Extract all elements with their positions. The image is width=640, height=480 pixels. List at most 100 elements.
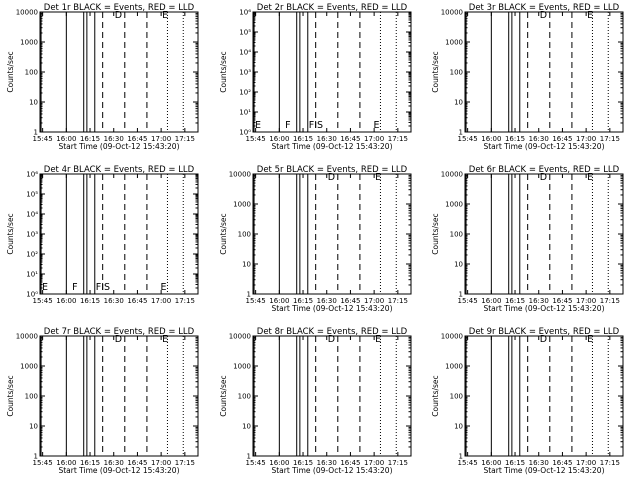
- x-tick-label: 16:00: [481, 459, 501, 467]
- x-tick-label: 17:15: [388, 297, 408, 305]
- flag-label: E: [375, 172, 381, 183]
- y-tick-label: 10¹: [26, 271, 38, 279]
- y-axis-label: Counts/sec: [431, 51, 440, 92]
- x-tick-label: 17:00: [364, 459, 384, 467]
- y-tick-label: 10000: [441, 333, 463, 341]
- y-tick-label: 10⁶: [239, 9, 251, 17]
- flag-label: D: [328, 334, 335, 345]
- x-tick-label: 16:15: [505, 135, 525, 143]
- x-tick-label: 16:00: [269, 297, 289, 305]
- x-tick-label: 15:45: [458, 459, 478, 467]
- y-tick-label: 10²: [26, 251, 38, 259]
- plot-frame: [252, 11, 412, 133]
- x-tick-label: 17:15: [175, 135, 195, 143]
- y-tick-label: 10: [29, 423, 38, 431]
- plot-frame: [252, 335, 412, 457]
- y-tick-label: 1: [247, 291, 251, 299]
- flag-label: D: [115, 10, 122, 21]
- flag-label: D: [540, 172, 547, 183]
- x-tick-label: 17:15: [175, 459, 195, 467]
- y-tick-label: 1000: [233, 363, 251, 371]
- x-tick-label: 16:30: [529, 297, 549, 305]
- x-tick-label: 16:00: [269, 135, 289, 143]
- x-tick-label: 16:45: [340, 459, 360, 467]
- y-tick-label: 10000: [229, 171, 251, 179]
- flag-label: E: [375, 334, 381, 345]
- y-tick-label: 10⁴: [26, 211, 38, 219]
- y-tick-label: 100: [450, 393, 463, 401]
- x-tick-label: 17:00: [364, 135, 384, 143]
- y-axis-label: Counts/sec: [219, 375, 228, 416]
- y-tick-label: 100: [25, 69, 38, 77]
- x-tick-label: 16:15: [80, 135, 100, 143]
- y-tick-label: 1: [459, 291, 463, 299]
- y-tick-label: 1000: [445, 201, 463, 209]
- y-axis-label: Counts/sec: [6, 51, 15, 92]
- y-tick-label: 10⁵: [26, 191, 38, 199]
- x-tick-label: 16:00: [269, 459, 289, 467]
- x-tick-label: 17:15: [175, 297, 195, 305]
- x-tick-label: 17:15: [388, 135, 408, 143]
- flag-label: E: [162, 10, 168, 21]
- x-tick-label: 16:15: [505, 459, 525, 467]
- x-axis-label: Start Time (09-Oct-12 15:43:20): [483, 142, 604, 151]
- flag-label: FIS: [309, 120, 323, 131]
- x-tick-label: 16:15: [80, 459, 100, 467]
- flag-label: E: [374, 120, 380, 131]
- x-tick-label: 15:45: [246, 297, 266, 305]
- x-tick-label: 17:15: [600, 459, 620, 467]
- detector-panel-2: 15:45 16:00 16:15 16:30 16:45 17:00 17:15 10⁰ 10…: [219, 3, 412, 151]
- panel-title: Det 2r BLACK = Events, RED = LLD: [257, 3, 408, 13]
- x-tick-label: 16:00: [56, 459, 76, 467]
- x-tick-label: 16:00: [56, 135, 76, 143]
- panel-title: Det 8r BLACK = Events, RED = LLD: [257, 327, 408, 337]
- x-tick-label: 16:45: [340, 297, 360, 305]
- x-tick-label: 16:30: [529, 135, 549, 143]
- detector-panel-6: 15:45 16:00 16:15 16:30 16:45 17:00 17:15 1 10 10…: [431, 165, 624, 313]
- x-tick-label: 16:45: [127, 135, 147, 143]
- plot-frame: [464, 173, 624, 295]
- x-tick-label: 17:00: [151, 297, 171, 305]
- x-tick-label: 16:30: [317, 297, 337, 305]
- x-tick-label: 15:45: [458, 135, 478, 143]
- flag-label: E: [587, 334, 593, 345]
- flag-label: E: [162, 334, 168, 345]
- x-tick-label: 16:30: [529, 459, 549, 467]
- flag-label: D: [540, 10, 547, 21]
- x-tick-label: 17:15: [388, 459, 408, 467]
- y-tick-label: 10: [242, 261, 251, 269]
- plot-area: [40, 174, 184, 294]
- y-tick-label: 10³: [239, 69, 251, 77]
- y-axis-label: Counts/sec: [219, 51, 228, 92]
- y-tick-label: 1: [34, 129, 38, 137]
- y-axis-label: Counts/sec: [431, 375, 440, 416]
- flag-label: F: [285, 120, 290, 131]
- x-tick-label: 17:00: [151, 459, 171, 467]
- x-tick-label: 17:00: [576, 459, 596, 467]
- x-tick-label: 16:00: [56, 297, 76, 305]
- y-tick-label: 10⁰: [26, 291, 38, 299]
- plot-area: [40, 12, 184, 132]
- x-tick-label: 16:45: [127, 459, 147, 467]
- y-tick-label: 1: [459, 453, 463, 461]
- y-tick-label: 10000: [229, 333, 251, 341]
- x-axis-label: Start Time (09-Oct-12 15:43:20): [483, 304, 604, 313]
- y-tick-label: 10⁶: [26, 171, 38, 179]
- x-tick-label: 15:45: [33, 135, 53, 143]
- x-tick-label: 15:45: [246, 459, 266, 467]
- x-axis-label: Start Time (09-Oct-12 15:43:20): [271, 142, 392, 151]
- panel-title: Det 6r BLACK = Events, RED = LLD: [469, 165, 620, 175]
- x-tick-label: 16:15: [293, 459, 313, 467]
- x-tick-label: 15:45: [33, 297, 53, 305]
- flag-label: FIS: [96, 282, 110, 293]
- flag-label: E: [255, 120, 261, 131]
- detector-panel-9: 15:45 16:00 16:15 16:30 16:45 17:00 17:15 1 10 10…: [431, 327, 624, 475]
- x-tick-label: 15:45: [458, 297, 478, 305]
- detector-panel-8: 15:45 16:00 16:15 16:30 16:45 17:00 17:15 1 10 10…: [219, 327, 412, 475]
- x-axis-label: Start Time (09-Oct-12 15:43:20): [58, 142, 179, 151]
- detector-panel-4: 15:45 16:00 16:15 16:30 16:45 17:00 17:15 10⁰ 10…: [6, 165, 199, 305]
- x-tick-label: 16:30: [317, 459, 337, 467]
- detector-panel-3: 15:45 16:00 16:15 16:30 16:45 17:00 17:15 1 10 10…: [431, 3, 624, 151]
- flag-label: E: [587, 172, 593, 183]
